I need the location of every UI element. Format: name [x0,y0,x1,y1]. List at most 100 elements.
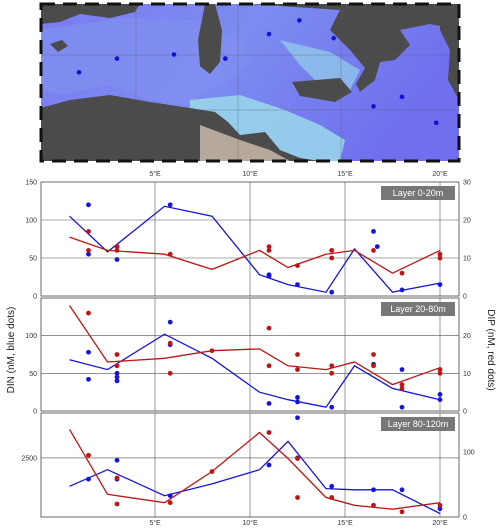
panel-3-din-point-10 [399,487,405,493]
map-frame [39,2,461,163]
panel-2-dip-point-2 [114,352,120,357]
station-map [39,2,461,163]
map-station-6 [297,18,302,23]
panel-3-right-tick-2: 100 [463,450,475,457]
panel-2-din-line [69,333,441,408]
panel-2-left-tick-2: 50 [29,371,37,378]
panel-3-dip-point-1 [86,452,91,458]
panel-3-dip-point-5 [209,469,215,474]
panel-1-left-tick-4: 150 [25,180,37,187]
panel-1-layer-badge [381,186,455,200]
panel-1-left-tick-3: 100 [25,218,37,225]
panel-3-dip-point-4 [167,500,173,506]
panel-2-din-point-13 [399,404,405,410]
panel-3-dip-point-2 [114,475,120,481]
map-station-3 [171,52,177,57]
shelf-west [41,18,250,105]
panel-3-din-point-8 [329,483,335,489]
map-stations [76,18,439,126]
panel-3-din-point-1 [86,476,91,482]
panel-1-din-point-10 [371,229,376,234]
panel-2-din-point-2 [86,376,91,382]
panel-1-dip-point-8 [295,263,300,268]
panel-1-din-point-8 [295,282,300,287]
panel-2-dip-point-1 [86,310,91,316]
map-lon-tick-1: 5°E [149,170,161,178]
panel-2-right-tick-2: 10 [463,371,471,378]
panel-3-x-tick-3: 15°E [337,519,353,527]
map-station-2 [114,56,120,61]
land-sicily [292,78,352,102]
shelf-tyrrhenian [280,40,360,90]
panel-3-din-point-11 [437,506,443,512]
map-station-7 [331,35,336,41]
panel-1-dip-point-7 [266,248,272,253]
panel-2-din-point-1 [86,349,91,355]
panel-1-din-point-7 [266,273,272,279]
panel-1-dip-point-11 [371,248,376,253]
panel-2-din-point-6 [167,319,173,325]
panel-2-dip-point-7 [266,325,272,331]
panel-1-dip-point-5 [167,251,173,257]
panel-2-dip-point-12 [329,370,335,376]
panel-2-left-tick-1: 0 [33,409,37,416]
map-lon-ticks: 5°E 10°E 15°E 20°E [149,170,448,178]
panel-1-din-point-4 [114,257,120,262]
panel-1-right-tick-2: 10 [463,256,471,263]
map-grid [41,4,459,161]
panel-1-din-point-12 [399,287,405,293]
map-lon-tick-3: 15°E [337,170,353,178]
panel-2-dip-point-4 [167,340,173,346]
panel-2-dip-point-5 [167,370,173,376]
panel-3-layer-label: Layer 80-120m [388,419,449,429]
panel-1-dip-line [69,236,441,274]
panel-1-din-point-5 [167,202,173,208]
panel-2-din-point-10 [295,399,300,405]
panel-3-dip-point-10 [371,502,376,508]
land-desert [200,125,290,161]
panel-2-dip-point-9 [295,352,300,357]
panel-2-dip-point-3 [114,363,120,369]
map-station-1 [76,69,82,75]
panel-1-din-point-13 [437,282,443,287]
panel-2-din-point-14 [399,367,405,372]
panel-2-dip-point-13 [371,352,376,357]
left-axis-label: DIN (nM, blue dots) [6,307,17,394]
panel-2-din-point-4 [114,374,120,380]
panel-2-din-point-16 [437,397,443,403]
land-sardinia-corsica [198,4,222,74]
panel-2-dip-point-6 [209,348,215,354]
panel-2-dip-point-10 [295,367,300,372]
panel-3-dip-point-7 [295,456,300,461]
map-lon-tick-4: 20°E [432,170,448,178]
land-italy-south [330,10,410,92]
panel-2-dip-point-8 [266,363,272,369]
panel-1-dip-point-2 [86,248,91,253]
panel-1-dip-point-3 [114,244,120,250]
map-station-10 [433,120,439,126]
land-iberia-france [41,4,140,24]
panel-3-dip-point-6 [266,430,272,435]
panel-1-dip-point-14 [437,255,443,261]
panel-2-din-point-15 [437,392,443,397]
panel-1-dip-point-10 [329,255,335,261]
map-station-9 [399,94,405,100]
panel-2-din-point-8 [266,401,272,406]
panel-2-layer-badge [381,302,455,316]
land-balearics [50,40,68,52]
panel-1-dip-point-1 [86,229,91,234]
panel-2-din-point-5 [114,378,120,384]
panel-3-din-point-4 [167,493,173,499]
panel-1-left-tick-1: 0 [33,294,37,301]
panel-2-din-point-11 [329,404,335,410]
land-italy-north [250,4,459,30]
panel-3-x-tick-1: 5°E [149,519,161,527]
panel-2-dip-point-11 [329,363,335,369]
panel-3-din-point-9 [371,487,376,493]
panel-2-dip-point-15 [399,382,405,388]
panel-1-dip-point-13 [437,251,443,257]
panel-3-layer-badge [381,417,455,431]
